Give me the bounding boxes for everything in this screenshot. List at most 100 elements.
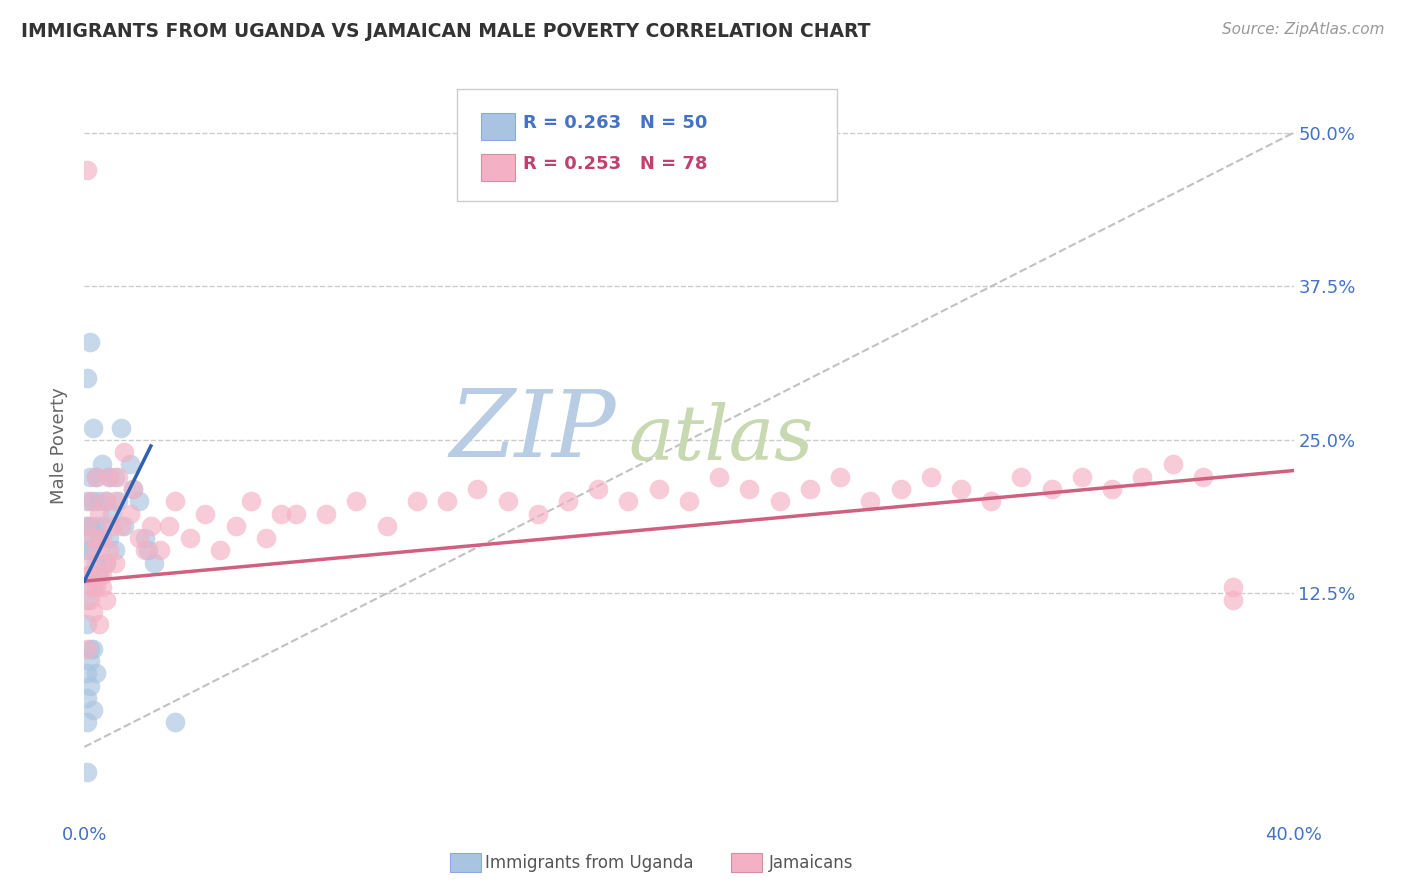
Point xyxy=(1011,469,1033,483)
Point xyxy=(82,703,104,717)
Point xyxy=(76,666,98,681)
Text: Immigrants from Uganda: Immigrants from Uganda xyxy=(485,854,693,871)
Point xyxy=(118,458,141,472)
Point xyxy=(91,531,114,545)
Point xyxy=(94,494,117,508)
Point xyxy=(107,469,129,483)
Point xyxy=(76,764,98,779)
Point xyxy=(165,494,187,508)
Text: ZIP: ZIP xyxy=(450,386,616,476)
Point xyxy=(121,482,143,496)
Point xyxy=(1040,482,1063,496)
Point xyxy=(82,605,104,619)
Point xyxy=(104,494,127,508)
Point xyxy=(104,556,127,570)
Point xyxy=(79,592,101,607)
Point xyxy=(89,568,111,582)
Point xyxy=(830,469,852,483)
Point xyxy=(194,507,217,521)
Point xyxy=(110,420,132,434)
Point xyxy=(799,482,821,496)
Point xyxy=(648,482,671,496)
Point xyxy=(76,162,98,177)
Point xyxy=(165,715,187,730)
Point xyxy=(76,519,98,533)
Point xyxy=(82,494,104,508)
Point xyxy=(110,519,132,533)
Point xyxy=(436,494,458,508)
Point xyxy=(225,519,247,533)
Point xyxy=(496,494,519,508)
Point xyxy=(82,420,104,434)
Point xyxy=(142,556,165,570)
Point xyxy=(86,556,108,570)
Point xyxy=(100,507,122,521)
Text: Source: ZipAtlas.com: Source: ZipAtlas.com xyxy=(1222,22,1385,37)
Point xyxy=(76,543,98,558)
Point xyxy=(107,494,129,508)
Point xyxy=(112,519,135,533)
Point xyxy=(79,568,101,582)
Point xyxy=(209,543,232,558)
Point xyxy=(149,543,172,558)
Point xyxy=(179,531,201,545)
Point xyxy=(91,458,114,472)
Point xyxy=(94,556,117,570)
Point xyxy=(97,531,120,545)
Point xyxy=(79,556,101,570)
Point xyxy=(91,519,114,533)
Point xyxy=(76,690,98,705)
Point xyxy=(769,494,792,508)
Y-axis label: Male Poverty: Male Poverty xyxy=(49,388,67,504)
Point xyxy=(79,334,101,349)
Point xyxy=(79,679,101,693)
Point xyxy=(859,494,882,508)
Point xyxy=(94,556,117,570)
Point xyxy=(270,507,292,521)
Point xyxy=(980,494,1002,508)
Point xyxy=(1192,469,1215,483)
Point xyxy=(121,482,143,496)
Point xyxy=(82,580,104,594)
Point xyxy=(79,519,101,533)
Point xyxy=(89,531,111,545)
Point xyxy=(89,617,111,632)
Text: R = 0.253   N = 78: R = 0.253 N = 78 xyxy=(523,155,707,173)
Point xyxy=(738,482,761,496)
Point xyxy=(79,654,101,668)
Point xyxy=(82,641,104,656)
Point xyxy=(76,494,98,508)
Point xyxy=(1130,469,1153,483)
Point xyxy=(86,580,108,594)
Point xyxy=(315,507,337,521)
Point xyxy=(100,519,122,533)
Point xyxy=(557,494,579,508)
Point xyxy=(76,641,98,656)
Point xyxy=(1222,580,1244,594)
Point xyxy=(97,543,120,558)
Point xyxy=(76,568,98,582)
Text: R = 0.263   N = 50: R = 0.263 N = 50 xyxy=(523,114,707,132)
Point xyxy=(1161,458,1184,472)
Point xyxy=(79,469,101,483)
Point xyxy=(678,494,700,508)
Point xyxy=(285,507,308,521)
Point xyxy=(128,494,150,508)
Point xyxy=(617,494,640,508)
Point xyxy=(157,519,180,533)
Point xyxy=(86,666,108,681)
Point xyxy=(79,543,101,558)
Point xyxy=(890,482,912,496)
Point xyxy=(97,469,120,483)
Point xyxy=(112,445,135,459)
Point xyxy=(136,543,159,558)
Text: atlas: atlas xyxy=(628,401,814,475)
Point xyxy=(91,568,114,582)
Point xyxy=(118,507,141,521)
Point xyxy=(709,469,731,483)
Point xyxy=(76,617,98,632)
Point xyxy=(86,469,108,483)
Point xyxy=(128,531,150,545)
Point xyxy=(91,580,114,594)
Point xyxy=(467,482,489,496)
